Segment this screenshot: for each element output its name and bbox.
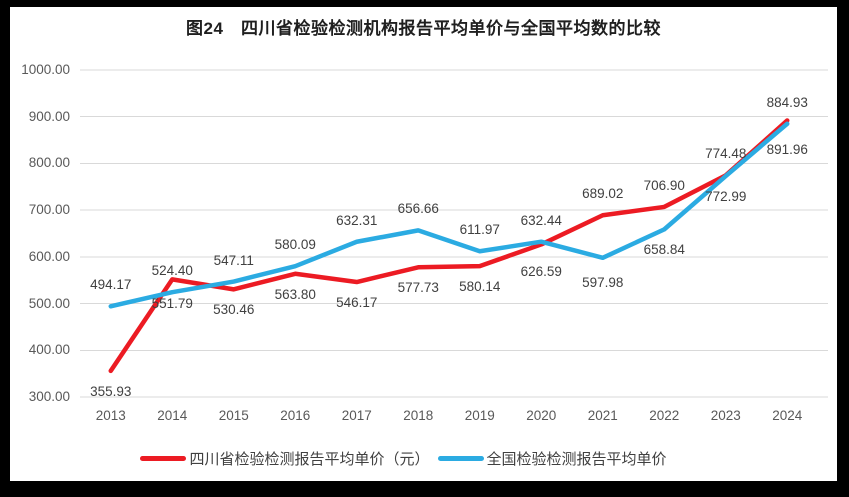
data-label: 547.11 [213, 252, 254, 268]
data-label: 884.93 [766, 94, 808, 110]
sichuan-series-line [108, 118, 790, 374]
data-label: 563.80 [274, 286, 316, 302]
data-label: 626.59 [520, 264, 562, 280]
data-label: 580.09 [274, 237, 316, 253]
legend-line-sichuan-icon [140, 456, 187, 461]
x-axis-tick-label: 2023 [710, 408, 741, 423]
data-label: 689.02 [582, 186, 624, 202]
data-label: 656.66 [397, 201, 439, 217]
x-axis-tick-label: 2013 [95, 408, 126, 423]
x-axis-tick-label: 2017 [341, 408, 372, 423]
data-label: 530.46 [213, 302, 255, 318]
data-label: 658.84 [643, 242, 685, 258]
data-label: 632.44 [520, 212, 562, 228]
national-series-line [108, 121, 790, 309]
y-axis-tick-label: 900.00 [28, 108, 70, 124]
x-axis-tick-label: 2015 [218, 408, 249, 423]
data-label: 611.97 [459, 222, 500, 238]
chart-plot-svg [80, 69, 828, 398]
data-label: 355.93 [90, 383, 132, 399]
y-axis-tick-label: 500.00 [28, 295, 70, 311]
x-axis-tick-label: 2021 [587, 408, 618, 423]
y-axis-tick-label: 1000.00 [21, 62, 70, 77]
data-label: 577.73 [397, 280, 439, 296]
data-label: 597.98 [582, 274, 624, 290]
y-axis-tick-label: 600.00 [28, 248, 70, 264]
legend-line-national-icon [437, 456, 484, 461]
x-axis-tick-label: 2016 [280, 408, 311, 423]
y-axis-tick-label: 300.00 [28, 389, 70, 404]
legend-item-national: 全国检验检测报告平均单价 [437, 448, 667, 469]
legend-label-national: 全国检验检测报告平均单价 [486, 451, 667, 468]
y-axis-tick-label: 800.00 [28, 155, 70, 171]
data-label: 524.40 [151, 263, 193, 279]
data-label: 632.31 [336, 212, 378, 228]
data-label: 551.79 [151, 296, 193, 312]
data-label: 580.14 [459, 279, 501, 295]
x-axis-tick-label: 2019 [464, 408, 495, 423]
data-label: 546.17 [336, 295, 378, 310]
y-axis-tick-label: 400.00 [28, 342, 70, 358]
data-label: 706.90 [643, 177, 685, 193]
x-axis-tick-label: 2020 [526, 408, 557, 423]
y-axis-tick-label: 700.00 [28, 202, 70, 218]
x-axis-tick-label: 2022 [649, 408, 680, 423]
x-axis-tick-label: 2018 [403, 408, 434, 423]
x-axis-tick-label: 2024 [772, 408, 803, 423]
chart-title: 图24 四川省检验检测机构报告平均单价与全国平均数的比较 [186, 19, 661, 38]
chart-legend: 四川省检验检测报告平均单价（元） 全国检验检测报告平均单价 [10, 448, 797, 469]
x-axis-tick-label: 2014 [157, 408, 188, 423]
data-label: 774.48 [705, 146, 747, 162]
data-label: 494.17 [90, 277, 132, 293]
series-lines-group [108, 118, 790, 374]
gridlines-group [80, 69, 828, 398]
data-label: 891.96 [766, 142, 808, 158]
data-label: 772.99 [705, 189, 747, 205]
legend-label-sichuan: 四川省检验检测报告平均单价（元） [189, 451, 430, 468]
legend-item-sichuan: 四川省检验检测报告平均单价（元） [140, 448, 430, 469]
chart-canvas: 图24 四川省检验检测机构报告平均单价与全国平均数的比较 1000.00 900.… [10, 7, 837, 481]
